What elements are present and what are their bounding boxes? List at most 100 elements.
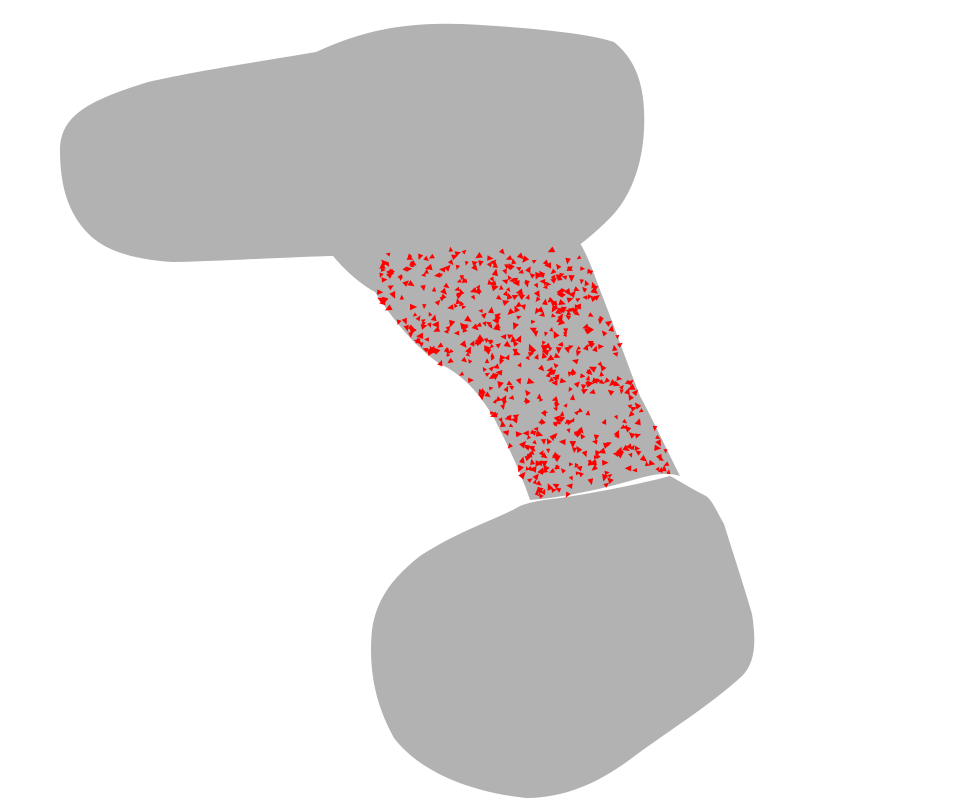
marker-triangle <box>576 255 582 260</box>
marker-triangle <box>510 417 518 424</box>
marker-triangle <box>534 491 539 497</box>
marker-triangle <box>506 292 513 300</box>
marker-triangle <box>487 255 494 261</box>
marker-triangle <box>462 328 468 333</box>
marker-triangle <box>478 260 484 267</box>
marker-triangle <box>497 381 504 389</box>
marker-triangle <box>546 448 551 454</box>
marker-triangle <box>515 267 522 272</box>
marker-triangle <box>481 312 487 319</box>
marker-triangle <box>533 282 538 289</box>
marker-triangle <box>526 435 531 440</box>
marker-triangle <box>515 335 522 343</box>
marker-triangle <box>475 286 482 294</box>
marker-triangle <box>515 301 522 308</box>
marker-triangle <box>407 280 415 287</box>
marker-triangle <box>538 364 545 372</box>
marker-triangle <box>488 306 494 314</box>
marker-triangle <box>502 300 510 306</box>
marker-triangle <box>550 277 557 284</box>
marker-triangle <box>563 403 568 408</box>
marker-triangle <box>607 474 613 479</box>
marker-triangle <box>566 266 573 271</box>
marker-triangle <box>490 259 497 266</box>
marker-triangle <box>422 304 427 309</box>
marker-triangle <box>525 266 531 274</box>
marker-triangle <box>508 385 515 391</box>
marker-triangle <box>485 321 492 327</box>
marker-triangle <box>504 264 509 270</box>
marker-triangle <box>563 332 567 337</box>
marker-triangle <box>556 288 562 295</box>
marker-triangle <box>639 454 648 462</box>
marker-triangle <box>421 319 426 324</box>
marker-triangle <box>588 270 593 276</box>
marker-triangle <box>512 414 520 420</box>
marker-triangle <box>549 468 556 473</box>
marker-triangle <box>471 323 479 331</box>
marker-triangle <box>504 414 512 421</box>
marker-triangle <box>532 473 539 481</box>
marker-triangle <box>551 380 558 386</box>
marker-triangle <box>518 471 526 480</box>
marker-triangle <box>515 378 521 385</box>
marker-triangle <box>630 406 637 412</box>
marker-triangle <box>561 468 566 474</box>
marker-triangle <box>506 380 513 386</box>
marker-triangle <box>500 334 507 340</box>
marker-triangle <box>425 264 433 271</box>
marker-triangle <box>439 297 446 302</box>
marker-triangle <box>415 315 421 322</box>
marker-triangle <box>553 330 560 339</box>
marker-triangle <box>608 325 614 332</box>
marker-triangle <box>628 394 634 401</box>
marker-triangle <box>627 383 636 390</box>
marker-triangle <box>422 348 429 353</box>
marker-triangle <box>587 294 592 300</box>
marker-triangle <box>511 294 519 301</box>
marker-triangle <box>588 312 594 317</box>
marker-triangle <box>482 366 487 372</box>
marker-triangle <box>385 252 391 257</box>
marker-triangle <box>540 452 548 459</box>
marker-triangle <box>486 261 493 268</box>
marker-triangle <box>558 299 566 306</box>
marker-triangle <box>598 379 605 385</box>
marker-triangle <box>498 417 503 423</box>
marker-triangle <box>502 279 509 285</box>
marker-triangle <box>555 488 562 493</box>
marker-triangle <box>381 296 389 303</box>
marker-triangle <box>478 309 483 313</box>
marker-triangle <box>526 377 535 384</box>
marker-triangle <box>420 324 428 330</box>
marker-triangle <box>387 285 394 291</box>
marker-triangle <box>531 319 536 324</box>
marker-triangle <box>397 319 402 326</box>
marker-triangle <box>440 293 447 299</box>
marker-triangle <box>379 272 384 278</box>
marker-triangle <box>612 451 619 457</box>
marker-triangle <box>475 252 483 259</box>
marker-triangle <box>515 431 523 438</box>
marker-triangle <box>529 327 537 334</box>
marker-triangle <box>518 464 524 473</box>
marker-triangle <box>620 424 626 429</box>
marker-triangle <box>525 279 531 285</box>
marker-triangle <box>613 433 620 439</box>
marker-triangle <box>519 456 525 464</box>
marker-triangle <box>454 286 460 292</box>
marker-triangle <box>461 249 467 255</box>
marker-triangle <box>553 399 560 405</box>
marker-triangle <box>458 301 465 307</box>
marker-triangle <box>490 280 497 286</box>
marker-triangle <box>433 326 441 332</box>
marker-triangle <box>453 303 458 309</box>
marker-triangle <box>428 253 435 259</box>
marker-triangle <box>500 420 506 428</box>
marker-triangle <box>502 290 508 297</box>
marker-triangle <box>619 384 624 390</box>
marker-triangle <box>557 276 563 281</box>
marker-triangle <box>582 323 590 329</box>
marker-triangle <box>471 264 478 271</box>
marker-triangle <box>492 363 500 369</box>
